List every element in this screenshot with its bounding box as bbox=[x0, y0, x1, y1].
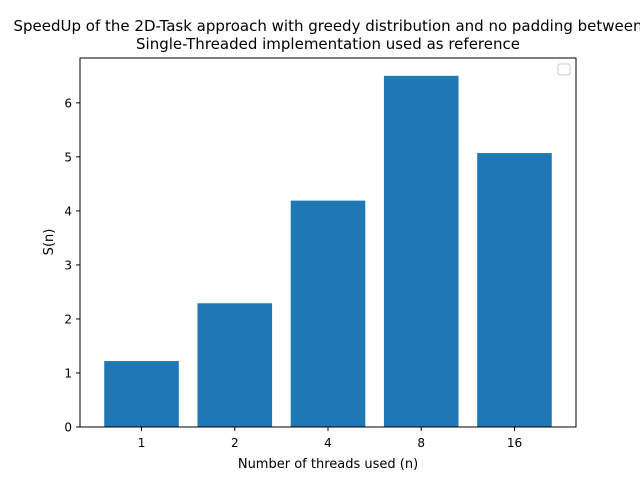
x-tick-label-1: 1 bbox=[138, 436, 146, 450]
y-tick-label-4: 4 bbox=[64, 204, 72, 218]
bar-8 bbox=[383, 75, 459, 427]
chart-subtitle: Single-Threaded implementation used as r… bbox=[136, 35, 520, 53]
chart-title-group: SpeedUp of the 2D-Task approach with gre… bbox=[14, 17, 640, 53]
y-axis-label: S(n) bbox=[42, 229, 57, 256]
x-tick-label-16: 16 bbox=[507, 436, 522, 450]
y-tick-label-1: 1 bbox=[64, 366, 72, 380]
y-axis-ticks: 0 1 2 3 4 5 6 bbox=[64, 96, 80, 435]
x-axis-label: Number of threads used (n) bbox=[238, 457, 418, 472]
y-tick-label-0: 0 bbox=[64, 421, 72, 435]
y-tick-label-5: 5 bbox=[64, 150, 72, 164]
x-tick-label-4: 4 bbox=[324, 436, 332, 450]
plot-frame bbox=[79, 57, 577, 428]
bars-layer bbox=[104, 75, 552, 427]
bar-1 bbox=[104, 361, 179, 427]
y-tick-label-3: 3 bbox=[64, 258, 72, 272]
chart-title: SpeedUp of the 2D-Task approach with gre… bbox=[14, 17, 640, 35]
bar-16 bbox=[477, 153, 552, 427]
bar-4 bbox=[290, 200, 366, 427]
bar-2 bbox=[197, 303, 273, 427]
legend-box bbox=[557, 63, 571, 76]
y-tick-label-2: 2 bbox=[64, 312, 72, 326]
x-tick-label-8: 8 bbox=[417, 436, 425, 450]
x-tick-label-2: 2 bbox=[231, 436, 239, 450]
y-tick-label-6: 6 bbox=[64, 96, 72, 110]
x-axis-ticks: 1 2 4 8 16 bbox=[138, 427, 522, 450]
